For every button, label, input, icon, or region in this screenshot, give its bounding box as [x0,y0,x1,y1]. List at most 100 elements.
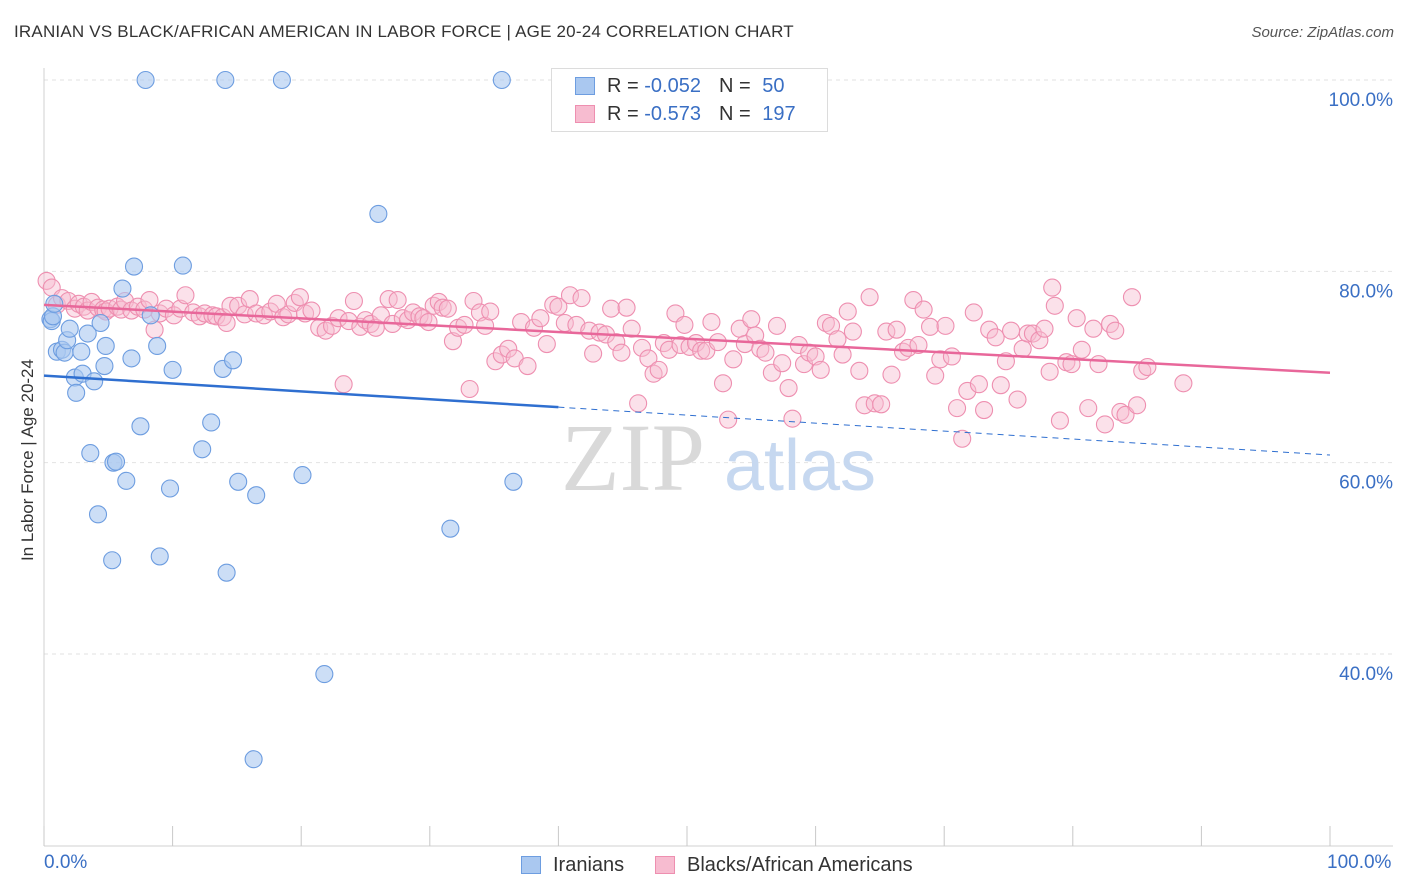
blacks-n-value: 197 [762,102,796,125]
point-blacks [969,375,988,394]
point-blacks [607,333,626,352]
y-tick-labels: 40.0% 60.0% 80.0% 100.0% [1329,90,1394,685]
point-iranians [160,479,180,498]
point-blacks [909,335,928,355]
point-blacks [882,365,901,384]
point-blacks [464,291,483,311]
point-blacks [1122,288,1142,307]
point-blacks [549,297,568,316]
point-blacks [1008,390,1027,409]
iranians-r-label: R = [607,74,645,97]
point-blacks [1018,324,1037,343]
iranians-r-value: -0.052 [644,74,701,97]
point-blacks [887,320,906,339]
point-blacks [443,332,462,351]
point-blacks [953,429,972,448]
iranians-swatch [575,77,595,95]
point-blacks [157,299,176,318]
point-blacks [926,366,945,385]
legend-item-iranians[interactable]: Iranians [521,852,624,878]
point-blacks [850,361,869,380]
point-blacks [991,376,1010,395]
y-tick-label-60: 60.0% [1339,473,1393,494]
point-blacks [1043,278,1062,297]
point-blacks [1023,324,1042,343]
point-blacks [460,379,479,399]
point-iranians [72,342,91,361]
point-blacks [724,350,743,369]
point-blacks [806,347,825,366]
gridlines [44,79,1393,655]
point-blacks [899,338,918,357]
point-blacks [1095,415,1114,434]
legend-item-blacks[interactable]: Blacks/African Americans [655,852,913,878]
point-iranians [150,547,169,566]
watermark-atlas: atlas [724,426,876,506]
iranians-n-label: N = [718,74,757,97]
stats-row-iranians: R = -0.052 N = 50 [552,72,784,100]
point-blacks [1067,309,1086,328]
point-blacks [1072,340,1091,359]
point-blacks [247,304,266,323]
point-blacks [476,316,495,335]
point-blacks [671,335,690,355]
point-blacks [1138,357,1157,377]
point-blacks [783,409,802,428]
point-iranians [88,505,108,524]
point-blacks [931,350,950,369]
point-blacks [499,339,518,358]
point-blacks [1174,374,1193,393]
point-iranians [131,417,150,436]
point-blacks [860,288,879,307]
point-blacks [622,319,641,338]
point-blacks [816,313,835,333]
point-iranians [173,256,192,275]
point-blacks [964,303,983,322]
point-blacks [334,375,353,394]
point-iranians [124,257,144,276]
point-blacks [713,374,733,393]
point-iranians [96,336,115,356]
point-blacks [481,302,500,321]
point-blacks [872,395,891,414]
point-blacks [843,322,862,341]
point-iranians [369,204,388,223]
point-blacks [1111,402,1130,422]
point-iranians [272,70,291,90]
point-blacks [1030,331,1049,350]
point-blacks [518,356,537,376]
point-iranians [113,279,132,298]
point-iranians [217,563,236,582]
point-blacks [612,343,631,362]
point-iranians [148,336,167,356]
point-blacks [986,328,1005,347]
point-blacks [958,381,977,400]
point-blacks [486,352,505,371]
point-blacks [1089,355,1108,374]
point-blacks [838,302,857,321]
point-iranians [247,486,266,505]
trend-lines [43,303,1331,456]
point-blacks [438,299,457,318]
legend-label-blacks: Blacks/African Americans [687,853,913,876]
point-blacks [217,313,236,333]
point-blacks [865,394,884,413]
point-iranians [216,70,235,90]
point-blacks [742,310,761,329]
point-blacks [1002,321,1021,340]
point-iranians [202,413,221,432]
series-iranians-points [41,70,523,769]
point-iranians [293,466,312,485]
point-blacks [921,317,940,336]
blacks-r-label: R = [607,102,645,125]
source-label: Source: ZipAtlas.com [1251,24,1394,41]
point-iranians [60,319,79,338]
iranians-n-value: 50 [762,74,785,97]
point-iranians [315,665,334,684]
point-blacks [1128,396,1147,415]
point-blacks [1035,319,1054,338]
point-blacks [344,291,363,311]
point-blacks [811,360,830,379]
point-blacks [176,286,195,305]
point-iranians [85,372,104,391]
